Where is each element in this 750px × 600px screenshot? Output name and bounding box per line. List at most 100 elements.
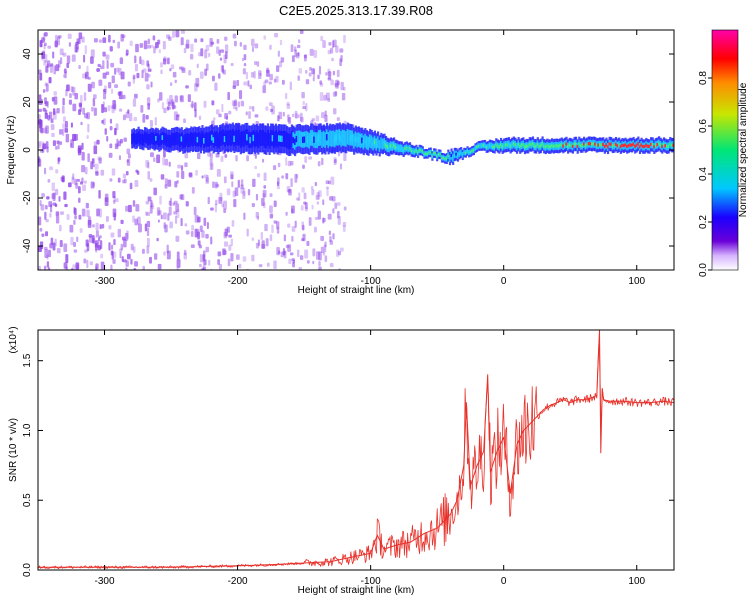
ridge-core xyxy=(405,146,408,150)
noise-speck xyxy=(343,34,346,44)
noise-speck xyxy=(81,151,85,161)
noise-speck xyxy=(205,177,210,185)
ridge-core xyxy=(400,146,404,150)
noise-speck xyxy=(331,196,336,202)
noise-speck xyxy=(152,35,156,41)
noise-speck xyxy=(50,237,54,245)
noise-speck xyxy=(103,91,107,100)
ridge-core xyxy=(595,143,598,147)
noise-speck xyxy=(312,68,316,78)
noise-speck xyxy=(263,172,267,182)
noise-speck xyxy=(98,237,101,242)
noise-speck xyxy=(247,80,250,87)
ridge-core xyxy=(589,142,592,146)
noise-speck xyxy=(176,113,180,118)
noise-speck xyxy=(168,36,172,41)
noise-speck xyxy=(167,213,170,221)
noise-speck xyxy=(319,92,324,101)
ridge-core xyxy=(455,152,458,156)
noise-speck xyxy=(183,48,187,54)
noise-speck xyxy=(111,244,114,250)
noise-speck xyxy=(238,263,242,269)
noise-speck xyxy=(74,92,79,100)
noise-speck xyxy=(230,174,234,180)
noise-speck xyxy=(120,243,124,251)
noise-speck xyxy=(289,81,292,91)
noise-speck xyxy=(272,165,277,170)
ridge-core xyxy=(279,135,282,142)
ridge-core xyxy=(667,144,670,148)
noise-speck xyxy=(133,268,137,270)
noise-speck xyxy=(38,265,41,270)
noise-speck xyxy=(51,97,55,102)
noise-speck xyxy=(280,57,285,63)
noise-speck xyxy=(214,181,218,189)
ridge-core xyxy=(498,145,501,149)
ridge-core xyxy=(450,154,453,158)
noise-speck xyxy=(145,211,148,216)
noise-speck xyxy=(254,114,259,118)
noise-speck xyxy=(334,202,338,209)
noise-speck xyxy=(315,251,320,260)
ridge-core xyxy=(539,144,543,148)
noise-speck xyxy=(327,98,331,102)
noise-speck xyxy=(196,216,201,223)
noise-speck xyxy=(122,179,125,184)
colorbar-tick-label: 0.4 xyxy=(698,167,709,181)
noise-speck xyxy=(183,252,187,260)
noise-speck xyxy=(102,72,107,79)
spectrogram-x-tick-label: 0 xyxy=(501,276,507,287)
noise-speck xyxy=(93,145,98,155)
noise-speck xyxy=(101,223,105,229)
ridge-mid xyxy=(218,131,222,146)
noise-speck xyxy=(39,40,43,48)
ridge-mid xyxy=(270,129,273,146)
noise-speck xyxy=(303,54,307,62)
noise-speck xyxy=(290,252,294,256)
noise-speck xyxy=(296,197,300,201)
noise-speck xyxy=(220,155,224,163)
noise-speck xyxy=(277,226,280,234)
ridge-mid xyxy=(250,131,254,148)
noise-speck xyxy=(232,80,237,87)
noise-speck xyxy=(160,214,163,220)
ridge-core xyxy=(281,135,284,143)
noise-speck xyxy=(314,181,318,187)
noise-speck xyxy=(39,127,43,133)
noise-speck xyxy=(142,68,147,73)
noise-speck xyxy=(216,38,220,44)
ridge-core xyxy=(169,138,172,144)
noise-speck xyxy=(62,97,65,106)
ridge-mid xyxy=(284,131,287,147)
ridge-mid xyxy=(314,132,317,149)
ridge-core xyxy=(244,134,247,141)
noise-speck xyxy=(302,106,307,110)
ridge-core xyxy=(611,144,614,148)
ridge-core xyxy=(490,144,493,148)
noise-speck xyxy=(100,253,104,259)
noise-speck xyxy=(223,208,227,213)
ridge-core xyxy=(560,143,563,147)
ridge-core xyxy=(365,139,369,146)
noise-speck xyxy=(310,186,314,190)
snr-x-tick-label: -100 xyxy=(361,576,381,587)
noise-speck xyxy=(47,178,51,183)
ridge-mid xyxy=(341,129,345,146)
noise-speck xyxy=(228,110,232,115)
noise-speck xyxy=(199,225,203,232)
noise-speck xyxy=(230,63,234,67)
ridge-core xyxy=(373,139,377,145)
noise-speck xyxy=(251,38,255,47)
noise-speck xyxy=(159,62,163,68)
ridge-core xyxy=(614,142,618,146)
noise-speck xyxy=(62,52,67,57)
noise-speck xyxy=(189,53,194,60)
noise-speck xyxy=(230,253,234,262)
ridge-mid xyxy=(305,131,308,147)
noise-speck xyxy=(294,49,297,58)
noise-speck xyxy=(191,187,195,194)
noise-speck xyxy=(109,46,113,52)
noise-speck xyxy=(211,75,215,82)
noise-speck xyxy=(241,57,244,62)
